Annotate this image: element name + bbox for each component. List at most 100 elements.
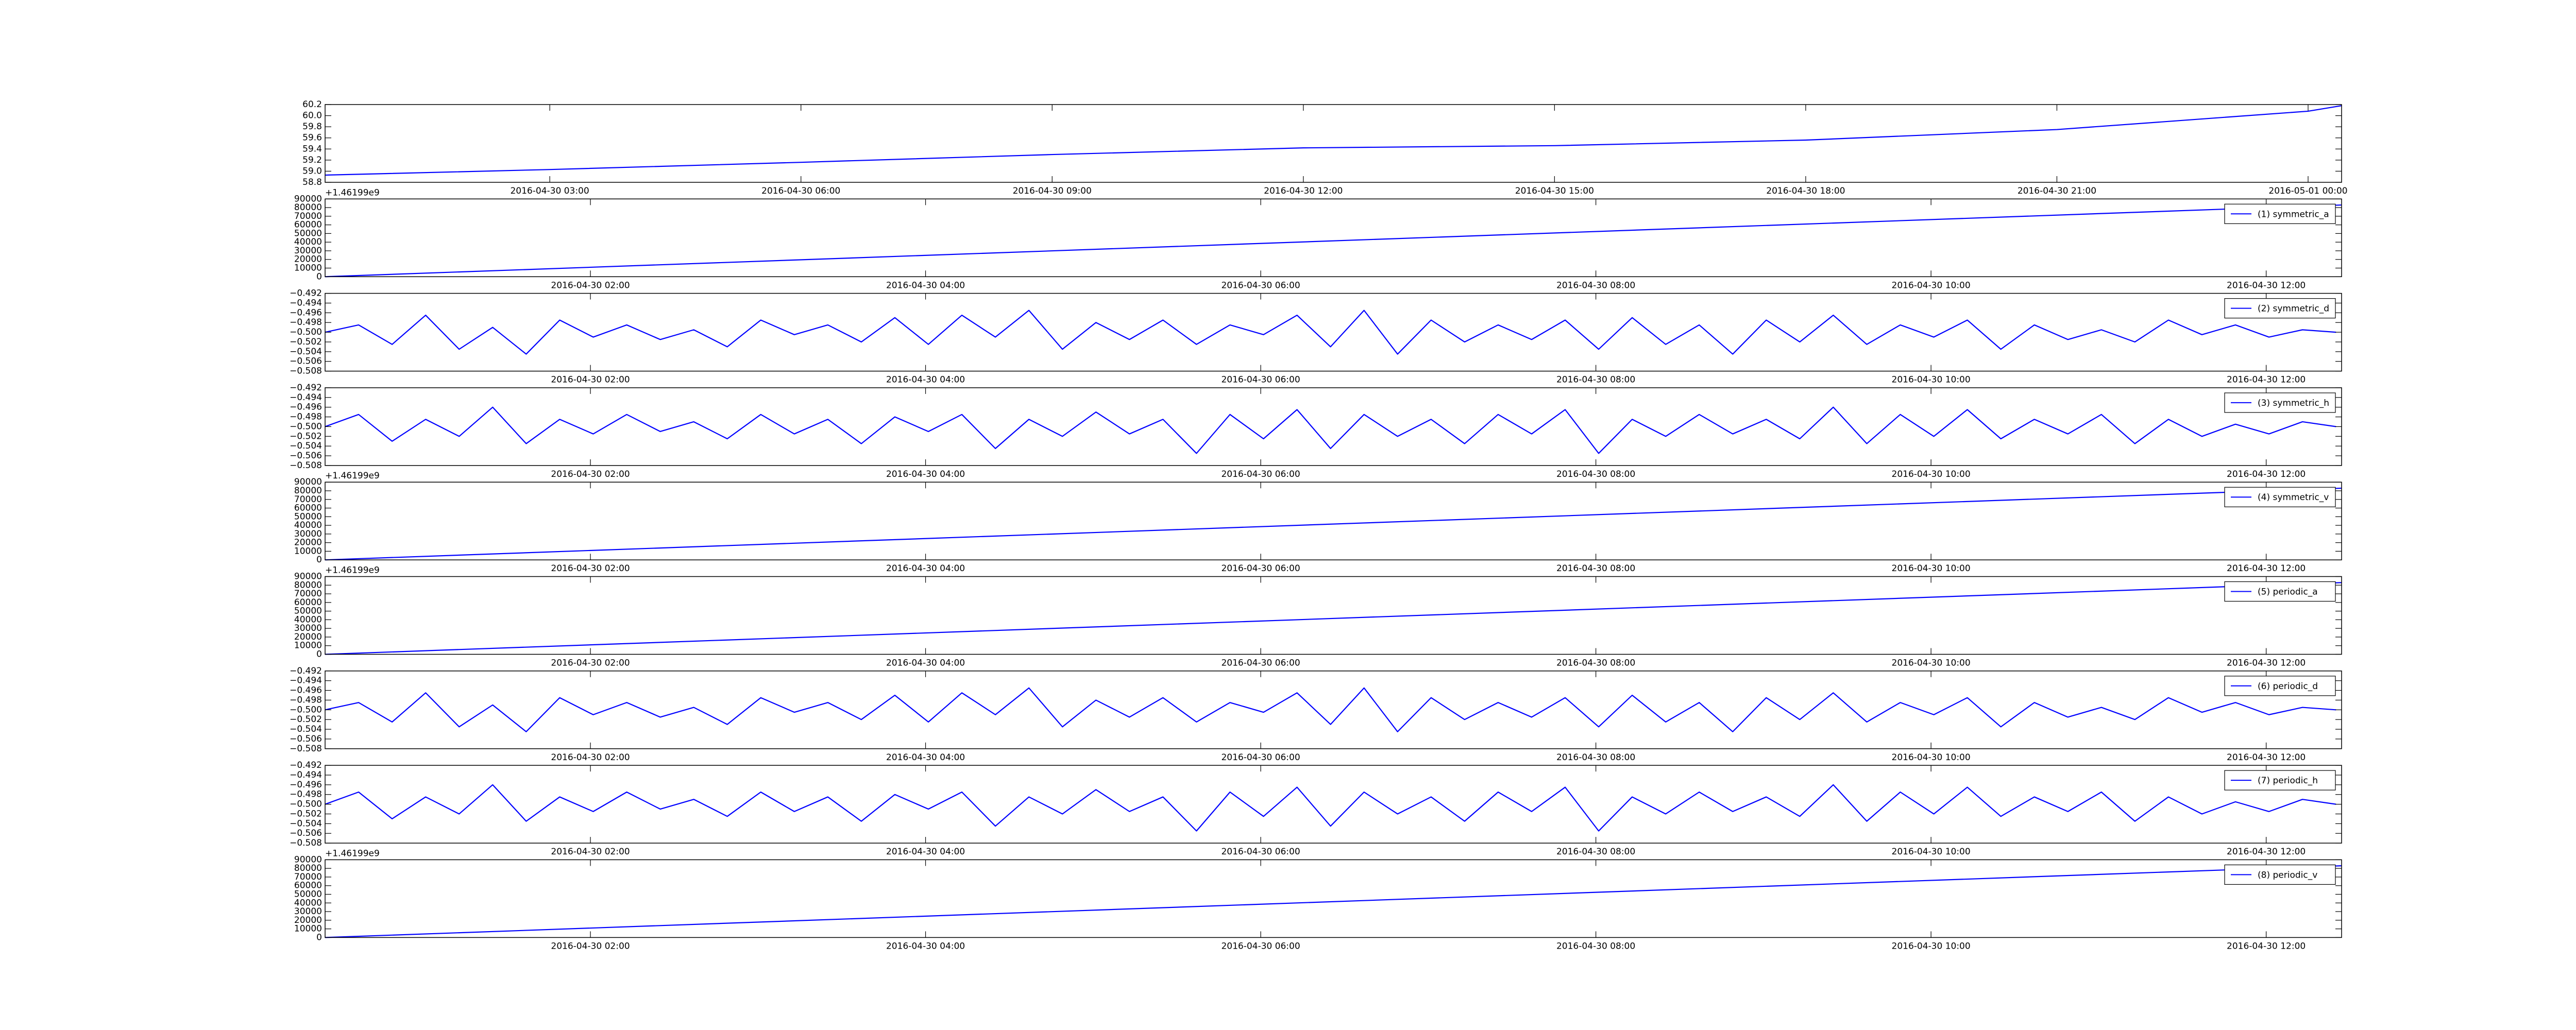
y-tick-label: −0.500	[290, 421, 322, 432]
y-tick-label: 70000	[294, 589, 322, 599]
x-tick-label: 2016-04-30 12:00	[2227, 752, 2306, 763]
x-tick-label: 2016-04-30 04:00	[886, 752, 965, 763]
series-line	[325, 310, 2336, 355]
x-tick-label: 2016-04-30 04:00	[886, 941, 965, 951]
y-tick-label: −0.500	[290, 799, 322, 810]
x-tick-label: 2016-04-30 10:00	[1892, 752, 1971, 763]
y-tick-label: −0.500	[290, 327, 322, 337]
x-tick-label: 2016-04-30 04:00	[886, 563, 965, 574]
x-tick-label: 2016-04-30 02:00	[551, 469, 630, 479]
x-tick-label: 2016-04-30 10:00	[1892, 847, 1971, 857]
y-tick-label: 40000	[294, 898, 322, 908]
y-tick-label: 60000	[294, 220, 322, 230]
plot-area	[325, 105, 2342, 182]
y-tick-label: −0.504	[290, 818, 322, 829]
y-tick-label: 70000	[294, 494, 322, 505]
x-tick-label: 2016-04-30 12:00	[2227, 375, 2306, 385]
y-tick-label: −0.506	[290, 356, 322, 367]
legend-label: (5) periodic_a	[2258, 587, 2318, 597]
y-tick-label: 10000	[294, 924, 322, 934]
x-tick-label: 2016-04-30 04:00	[886, 469, 965, 479]
x-tick-label: 2016-05-01 00:00	[2268, 186, 2347, 196]
x-tick-label: 2016-04-30 04:00	[886, 280, 965, 290]
y-tick-label: 40000	[294, 237, 322, 247]
x-tick-label: 2016-04-30 06:00	[761, 186, 840, 196]
y-tick-label: 10000	[294, 546, 322, 556]
y-tick-label: 40000	[294, 614, 322, 625]
x-tick-label: 2016-04-30 15:00	[1515, 186, 1594, 196]
y-tick-label: −0.498	[290, 412, 322, 422]
legend-label: (6) periodic_d	[2258, 681, 2318, 692]
y-tick-label: 20000	[294, 915, 322, 925]
y-tick-label: 30000	[294, 906, 322, 917]
y-tick-label: −0.504	[290, 347, 322, 357]
x-tick-label: 2016-04-30 02:00	[551, 563, 630, 574]
x-tick-label: 2016-04-30 10:00	[1892, 375, 1971, 385]
axes-frame	[325, 198, 2342, 278]
y-tick-label: 60.2	[302, 99, 322, 110]
y-tick-label: −0.496	[290, 685, 322, 696]
series-line	[325, 582, 2342, 655]
y-tick-label: 0	[316, 555, 322, 565]
axes-frame	[325, 859, 2342, 938]
y-tick-label: 20000	[294, 538, 322, 548]
y-tick-label: 90000	[294, 194, 322, 204]
y-tick-label: −0.508	[290, 460, 322, 471]
x-tick-label: 2016-04-30 06:00	[1221, 941, 1300, 951]
x-tick-label: 2016-04-30 02:00	[551, 847, 630, 857]
axes-frame	[325, 482, 2342, 560]
y-tick-label: 0	[316, 271, 322, 282]
axis-offset: +1.46199e9	[325, 187, 380, 198]
x-tick-label: 2016-04-30 09:00	[1013, 186, 1092, 196]
y-tick-label: 40000	[294, 520, 322, 530]
y-tick-label: −0.494	[290, 770, 322, 780]
x-tick-label: 2016-04-30 18:00	[1766, 186, 1845, 196]
x-tick-label: 2016-04-30 06:00	[1221, 563, 1300, 574]
x-tick-label: 2016-04-30 02:00	[551, 941, 630, 951]
y-tick-label: 0	[316, 932, 322, 942]
y-tick-label: −0.502	[290, 809, 322, 819]
y-tick-label: 70000	[294, 872, 322, 882]
x-tick-label: 2016-04-30 02:00	[551, 375, 630, 385]
y-tick-label: 80000	[294, 202, 322, 213]
x-tick-label: 2016-04-30 21:00	[2018, 186, 2096, 196]
x-tick-label: 2016-04-30 06:00	[1221, 752, 1300, 763]
x-tick-label: 2016-04-30 02:00	[551, 752, 630, 763]
y-tick-label: 50000	[294, 511, 322, 522]
series-line	[325, 406, 2336, 454]
x-tick-label: 2016-04-30 12:00	[2227, 941, 2306, 951]
x-tick-label: 2016-04-30 12:00	[2227, 280, 2306, 290]
y-tick-label: 60000	[294, 597, 322, 608]
x-tick-label: 2016-04-30 10:00	[1892, 658, 1971, 668]
y-tick-label: −0.506	[290, 828, 322, 838]
y-tick-label: 70000	[294, 211, 322, 221]
axis-offset: +1.46199e9	[325, 565, 380, 576]
legend-label: (4) symmetric_v	[2258, 492, 2329, 503]
y-tick-label: −0.494	[290, 392, 322, 403]
x-tick-label: 2016-04-30 06:00	[1221, 469, 1300, 479]
legend-label: (1) symmetric_a	[2258, 209, 2329, 219]
y-tick-label: 90000	[294, 572, 322, 582]
y-tick-label: 59.2	[302, 155, 322, 165]
y-tick-label: −0.502	[290, 431, 322, 441]
y-tick-label: −0.506	[290, 451, 322, 461]
x-tick-label: 2016-04-30 02:00	[551, 658, 630, 668]
y-tick-label: −0.496	[290, 780, 322, 790]
x-tick-label: 2016-04-30 08:00	[1556, 658, 1635, 668]
plot-area	[325, 860, 2342, 938]
y-tick-label: −0.502	[290, 714, 322, 725]
x-tick-label: 2016-04-30 06:00	[1221, 658, 1300, 668]
plot-area	[325, 199, 2342, 277]
y-tick-label: 10000	[294, 263, 322, 273]
series-line	[325, 784, 2336, 832]
y-tick-label: −0.508	[290, 366, 322, 376]
x-tick-label: 2016-04-30 08:00	[1556, 375, 1635, 385]
y-tick-label: −0.504	[290, 441, 322, 451]
y-tick-label: −0.498	[290, 317, 322, 328]
plot-area	[325, 576, 2342, 655]
y-tick-label: −0.498	[290, 695, 322, 705]
x-tick-label: 2016-04-30 10:00	[1892, 280, 1971, 290]
plot-area	[325, 765, 2342, 844]
